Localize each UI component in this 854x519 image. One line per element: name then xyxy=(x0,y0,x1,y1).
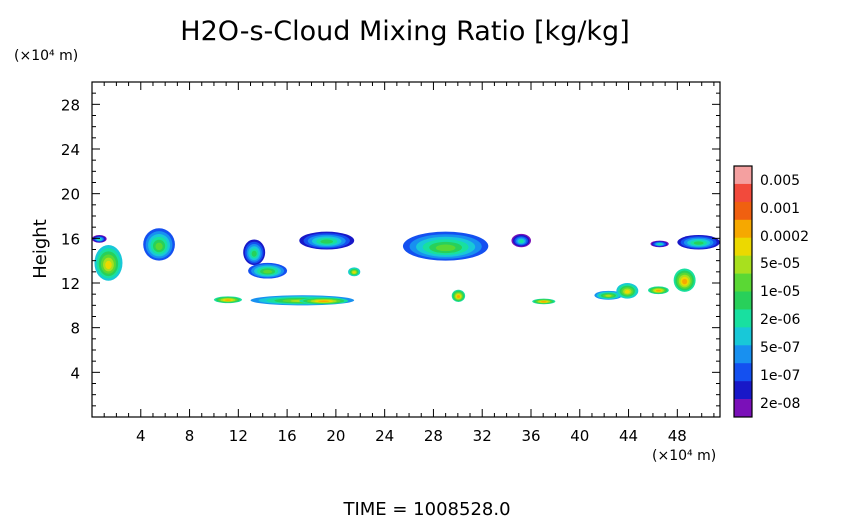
title-group: H2O-s-Cloud Mixing Ratio [kg/kg] (×10⁴ m… xyxy=(14,16,716,519)
cloud-contour-band xyxy=(263,269,273,274)
plot-area xyxy=(92,228,721,306)
x-tick-label: 48 xyxy=(668,427,687,445)
colorbar-swatch xyxy=(734,291,752,310)
cloud-contour-band xyxy=(541,301,547,303)
x-tick-label: 24 xyxy=(375,427,394,445)
x-tick-label: 32 xyxy=(473,427,492,445)
cloud-region xyxy=(677,234,721,250)
y-tick-label: 28 xyxy=(61,96,80,114)
cloud-region xyxy=(92,234,107,243)
time-footer: TIME = 1008528.0 xyxy=(342,499,510,519)
cloud-contour-band xyxy=(320,239,334,244)
colorbar-swatch xyxy=(734,327,752,346)
colorbar-swatch xyxy=(734,273,752,292)
cloud-contour-band xyxy=(105,260,112,270)
colorbar-label: 5e-05 xyxy=(760,256,800,272)
cloud-contour-band xyxy=(97,238,102,241)
y-tick-label: 4 xyxy=(70,364,80,382)
colorbar-swatch xyxy=(734,345,752,364)
cloud-region xyxy=(94,245,123,281)
x-tick-label: 40 xyxy=(570,427,589,445)
colorbar-label: 5e-07 xyxy=(760,340,800,356)
cloud-contour-band xyxy=(657,243,662,246)
colorbar-frame xyxy=(733,165,753,418)
cloud-region xyxy=(594,290,623,300)
cloud-region xyxy=(402,231,489,261)
cloud-contour-band xyxy=(605,294,612,297)
x-tick-label: 36 xyxy=(521,427,540,445)
cloud-region xyxy=(243,239,266,266)
cloud-contour-band xyxy=(624,289,630,294)
cloud-region xyxy=(532,298,556,305)
colorbar-swatch xyxy=(734,309,752,328)
cloud-contour-band xyxy=(682,278,688,285)
cloud-region xyxy=(511,233,531,248)
cloud-contour-band xyxy=(435,244,456,252)
cloud-contour-band xyxy=(693,241,704,245)
y-tick-label: 16 xyxy=(61,230,80,248)
cloud-region xyxy=(451,289,466,302)
cloud-region xyxy=(650,240,669,248)
cloud-region xyxy=(299,231,355,250)
x-tick-label: 16 xyxy=(278,427,297,445)
x-tick-label: 4 xyxy=(136,427,146,445)
cloud-contour-band xyxy=(352,271,356,274)
colorbar-swatch xyxy=(734,166,752,185)
x-tick-label: 28 xyxy=(424,427,443,445)
cloud-region xyxy=(248,262,288,279)
colorbar-swatch xyxy=(734,219,752,239)
colorbar-label: 2e-06 xyxy=(760,312,800,328)
cloud-region xyxy=(143,228,175,261)
colorbar-label: 0.001 xyxy=(760,201,800,217)
colorbar-label: 1e-05 xyxy=(760,284,800,300)
colorbar-swatch xyxy=(734,237,752,256)
y-tick-label: 8 xyxy=(70,320,80,338)
y-unit-label: (×10⁴ m) xyxy=(14,48,78,64)
x-tick-label: 12 xyxy=(229,427,248,445)
colorbar-swatch xyxy=(734,363,752,382)
cloud-region xyxy=(213,296,242,304)
cloud-region xyxy=(673,268,696,292)
cloud-contour-band xyxy=(518,239,524,243)
colorbar-swatch xyxy=(734,399,752,418)
cloud-contour-band xyxy=(251,250,257,257)
colorbar-swatch xyxy=(734,255,752,274)
cloud-contour-band xyxy=(456,295,460,298)
x-tick-label: 20 xyxy=(326,427,345,445)
colorbar-swatch xyxy=(734,183,752,203)
colorbar-swatch xyxy=(734,201,752,221)
colorbar-label: 0.0002 xyxy=(760,229,809,245)
y-tick-label: 12 xyxy=(61,275,80,293)
cloud-region xyxy=(648,286,669,295)
cloud-contour-band xyxy=(224,299,232,301)
colorbar-swatch xyxy=(734,381,752,400)
x-unit-label: (×10⁴ m) xyxy=(652,448,716,464)
cloud-region xyxy=(616,283,639,299)
cloud-contour-band xyxy=(656,289,661,292)
cloud-contour-band xyxy=(318,300,330,303)
cloud-contour-band xyxy=(155,242,163,251)
cloud-region xyxy=(348,267,361,277)
colorbar-label: 0.005 xyxy=(760,173,800,189)
x-tick-label: 8 xyxy=(185,427,195,445)
colorbar: 0.005 0.001 0.0002 5e-05 1e-05 2e-06 5e-07 1e-0… xyxy=(733,165,809,418)
y-tick-label: 20 xyxy=(61,186,80,204)
y-axis-label: Height xyxy=(30,219,51,279)
colorbar-label: 2e-08 xyxy=(760,396,800,412)
colorbar-label: 1e-07 xyxy=(760,368,800,384)
x-tick-label: 44 xyxy=(619,427,638,445)
chart-title: H2O-s-Cloud Mixing Ratio [kg/kg] xyxy=(180,16,629,47)
cloud-region xyxy=(299,297,349,305)
y-tick-label: 24 xyxy=(61,141,80,159)
